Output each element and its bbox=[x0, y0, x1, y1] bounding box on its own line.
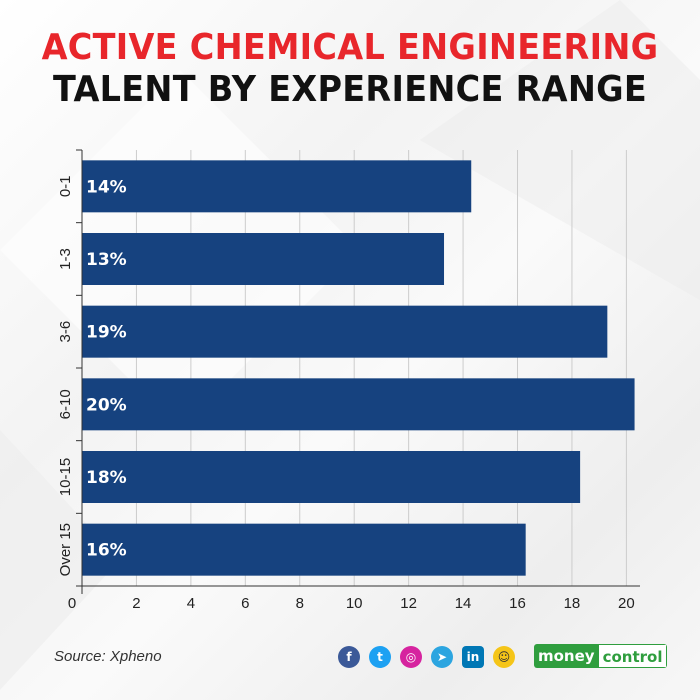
moneycontrol-logo: money control bbox=[534, 644, 668, 668]
bar-value-label: 19% bbox=[86, 323, 127, 343]
bar bbox=[82, 160, 472, 213]
bars: 14% 13% 19% 20% 18% 16% bbox=[82, 160, 635, 576]
y-category-label: 10-15 bbox=[57, 458, 74, 496]
x-tick-label: 12 bbox=[400, 595, 417, 612]
bar bbox=[82, 523, 526, 576]
bar-value-label: 20% bbox=[86, 395, 127, 415]
bar bbox=[82, 378, 635, 431]
x-tick-label: 18 bbox=[564, 595, 581, 612]
linkedin-icon[interactable]: in bbox=[462, 646, 484, 668]
y-category-label: 6-10 bbox=[57, 389, 74, 419]
y-category-label: 0-1 bbox=[57, 175, 74, 197]
x-tick-label: 2 bbox=[132, 595, 140, 612]
chart-title-line1: ACTIVE CHEMICAL ENGINEERING bbox=[41, 27, 659, 68]
x-tick-label: 0 bbox=[68, 595, 76, 612]
x-tick-label: 8 bbox=[296, 595, 304, 612]
bar bbox=[82, 451, 581, 503]
x-tick-label: 16 bbox=[509, 595, 526, 612]
axes: 0 2 4 6 8 10 12 14 16 18 20 0-1 1-3 3-6 6-10 10-15 Over … bbox=[57, 149, 640, 612]
x-tick-label: 14 bbox=[455, 595, 472, 612]
y-category-label: 1-3 bbox=[57, 248, 74, 270]
koo-icon[interactable]: ☺ bbox=[493, 646, 515, 668]
telegram-icon[interactable]: ➤ bbox=[431, 646, 453, 668]
x-tick-label: 10 bbox=[346, 595, 363, 612]
grid-lines bbox=[135, 150, 627, 586]
bar bbox=[82, 233, 445, 285]
bar bbox=[82, 305, 608, 358]
bar-value-label: 13% bbox=[86, 250, 127, 270]
y-category-label: 3-6 bbox=[57, 321, 74, 343]
social-icons: f t ◎ ➤ in ☺ bbox=[338, 644, 524, 670]
x-tick-label: 6 bbox=[241, 595, 249, 612]
instagram-icon[interactable]: ◎ bbox=[400, 646, 422, 668]
brand-part2: control bbox=[598, 644, 668, 668]
bar-value-label: 14% bbox=[86, 177, 127, 197]
x-tick-label: 20 bbox=[618, 595, 635, 612]
facebook-icon[interactable]: f bbox=[338, 646, 360, 668]
brand-part1: money bbox=[534, 644, 599, 668]
source-note: Source: Xpheno bbox=[54, 648, 162, 665]
bar-value-label: 16% bbox=[86, 541, 127, 561]
bar-value-label: 18% bbox=[86, 468, 127, 488]
x-tick-label: 4 bbox=[187, 595, 195, 612]
y-category-label: Over 15 bbox=[57, 523, 74, 576]
twitter-icon[interactable]: t bbox=[369, 646, 391, 668]
chart-title-line2: TALENT BY EXPERIENCE RANGE bbox=[52, 69, 648, 110]
